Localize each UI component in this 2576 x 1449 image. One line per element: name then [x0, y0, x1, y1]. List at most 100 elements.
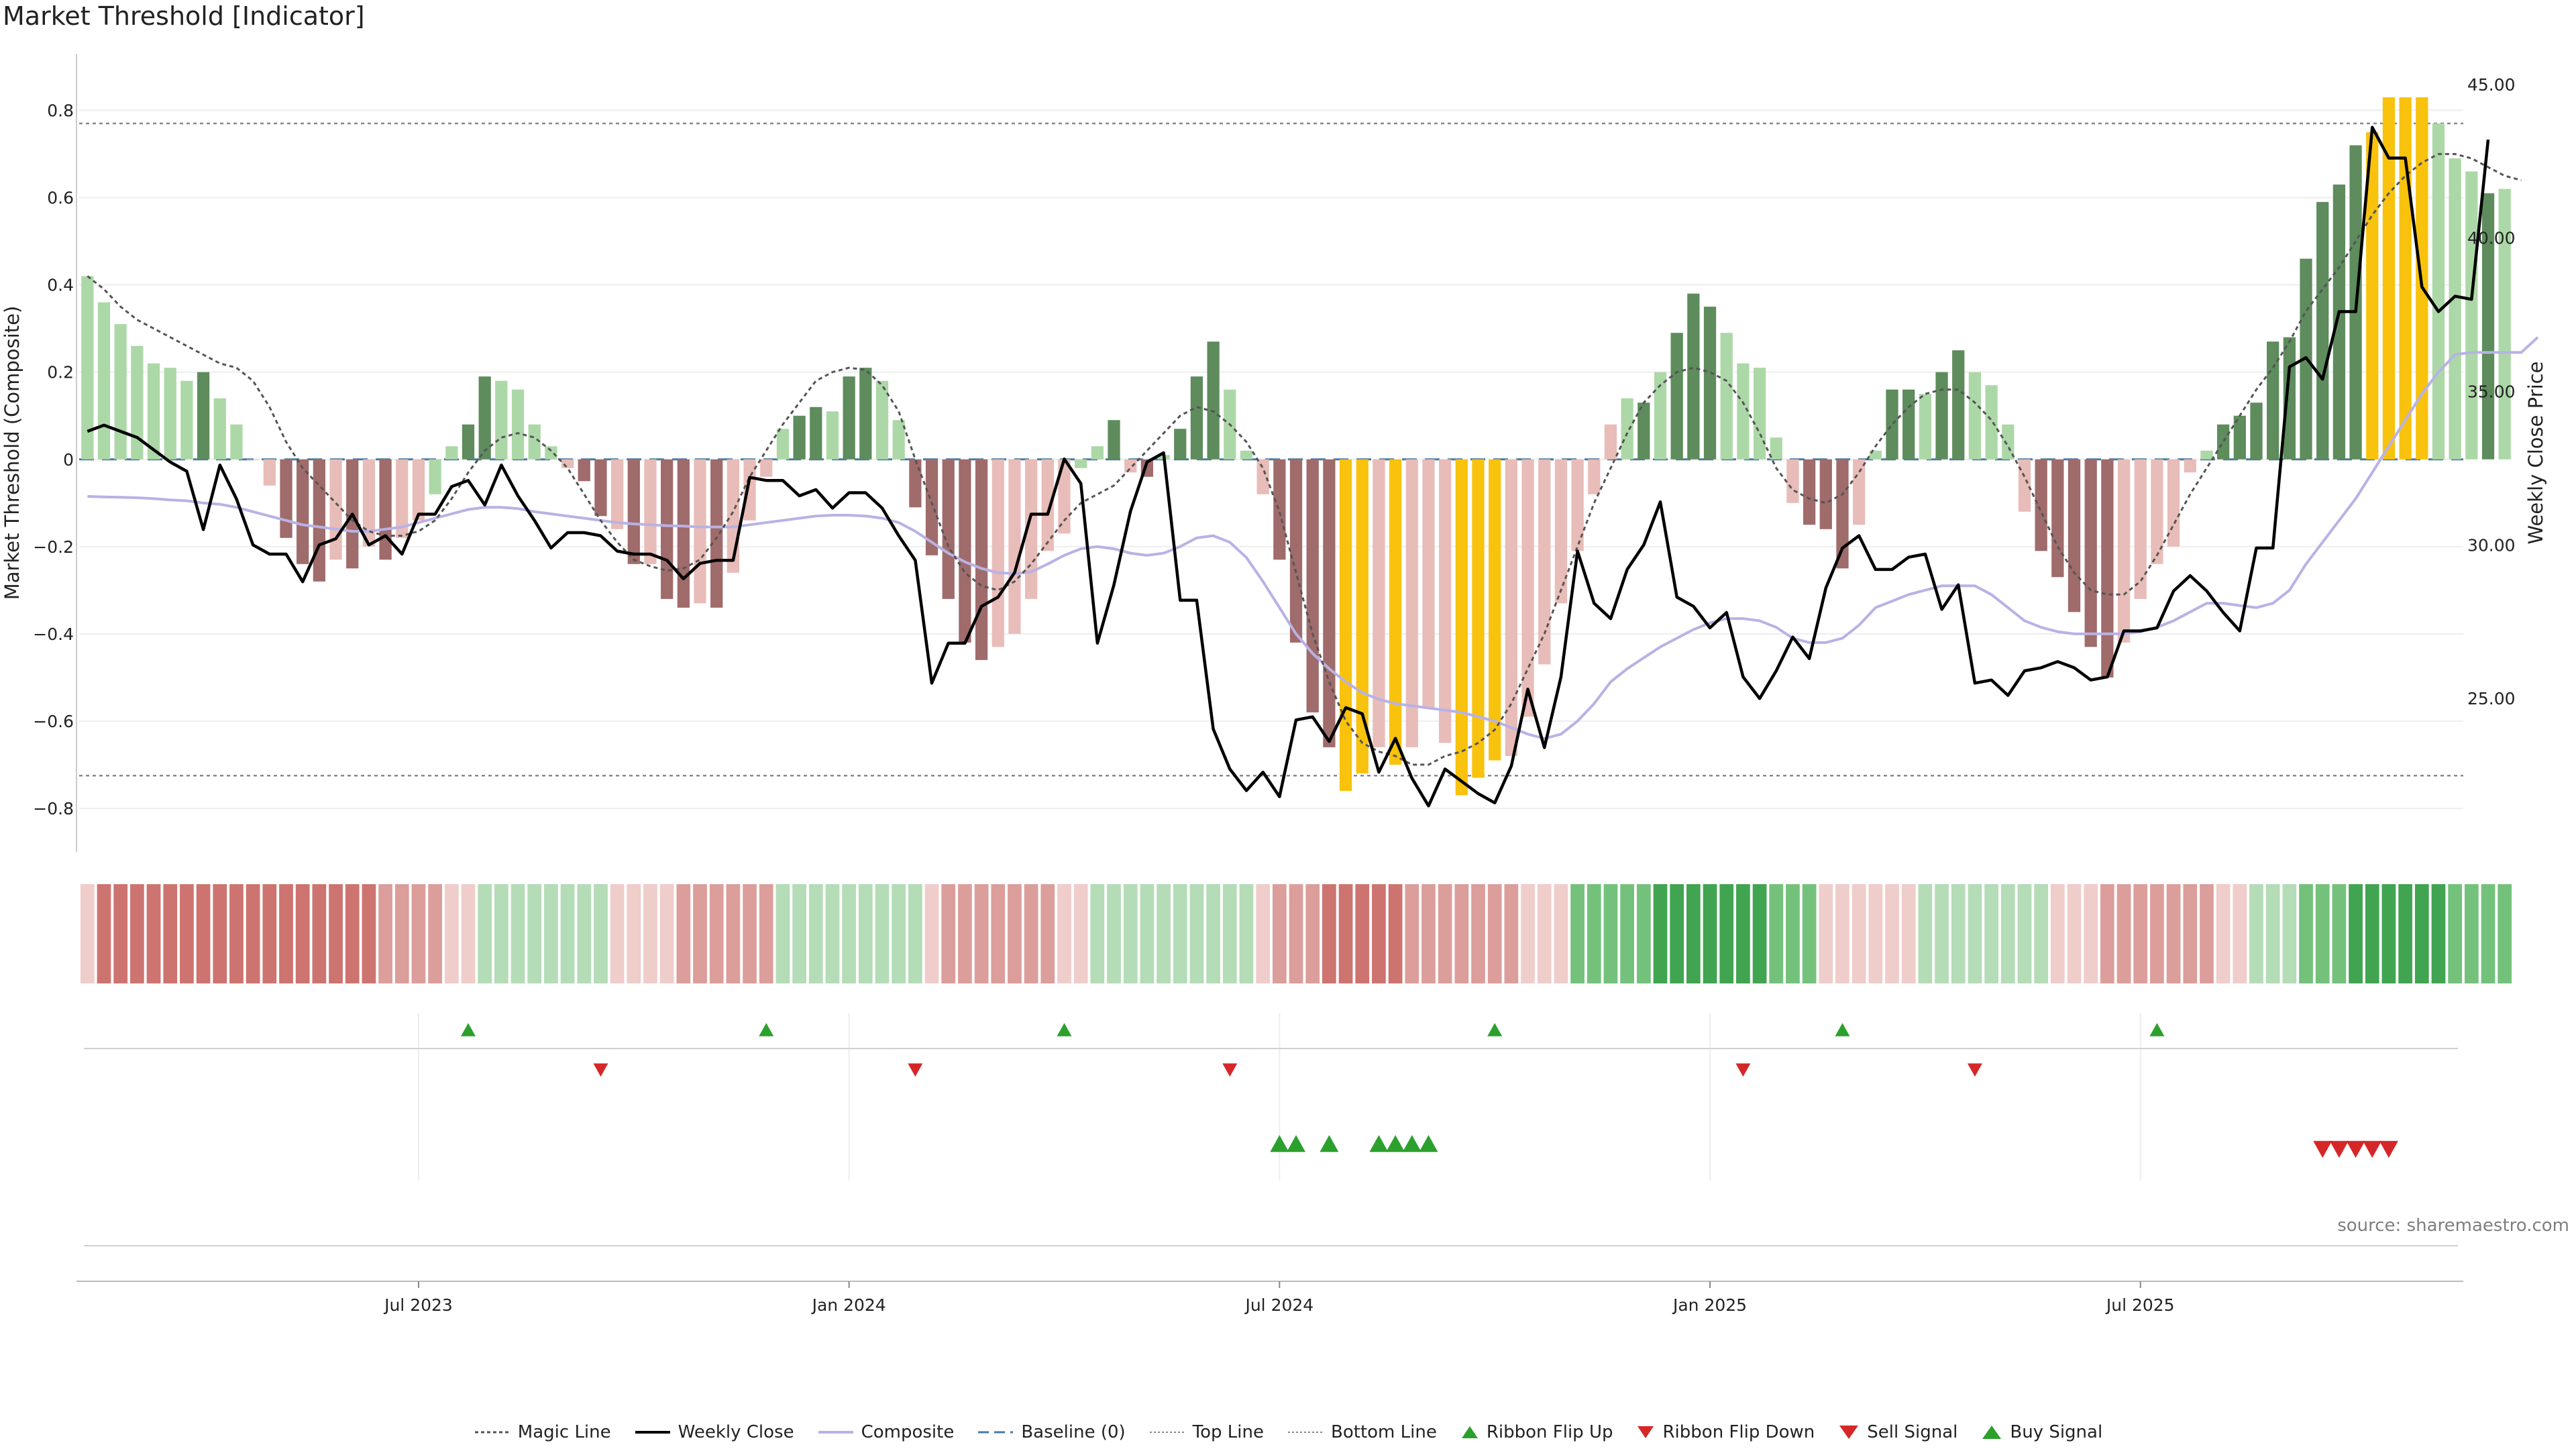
ribbon-cell [345, 884, 360, 983]
composite-bar [2498, 189, 2511, 460]
ribbon-cell [1272, 884, 1287, 983]
ribbon-cell [2464, 884, 2479, 983]
composite-bar [230, 424, 243, 460]
ribbon-cell [1719, 884, 1734, 983]
composite-bar [478, 376, 491, 460]
ribbon-cell [1421, 884, 1436, 983]
legend-magic-swatch [474, 1431, 510, 1434]
ribbon-cell [1405, 884, 1419, 983]
composite-bar [1289, 459, 1303, 643]
ribbon-cell [1554, 884, 1568, 983]
composite-bar [975, 459, 988, 660]
ribbon-cell [759, 884, 773, 983]
ribbon-cell [2100, 884, 2114, 983]
legend-label: Magic Line [517, 1422, 611, 1442]
composite-bar [826, 411, 839, 460]
ribbon-cell [312, 884, 327, 983]
legend-composite-swatch [818, 1431, 853, 1434]
composite-bar [2134, 459, 2147, 599]
ribbon-cell [444, 884, 459, 983]
ribbon-cell [693, 884, 707, 983]
legend-item-flipdown: Ribbon Flip Down [1635, 1422, 1815, 1442]
ribbon-cell [709, 884, 724, 983]
buy-signal-marker [1287, 1135, 1306, 1152]
composite-bar [1373, 459, 1385, 747]
ribbon-cell [1951, 884, 1966, 983]
composite-bar [1174, 429, 1187, 460]
composite-bar [1638, 402, 1650, 460]
composite-bar [2151, 459, 2163, 564]
ribbon-cell [1537, 884, 1552, 983]
composite-bar [1737, 363, 1750, 460]
ribbon-cell [2034, 884, 2049, 983]
composite-bar [495, 380, 508, 460]
ribbon-cell [1024, 884, 1038, 983]
ribbon-cell [494, 884, 508, 983]
ribbon-cell [2133, 884, 2148, 983]
composite-bar [2366, 132, 2379, 460]
ribbon-cell [1620, 884, 1634, 983]
composite-bar [511, 389, 525, 460]
legend-flipdown-swatch [1638, 1426, 1654, 1438]
ribbon-cell [2249, 884, 2263, 983]
x-tick-label: Jul 2024 [1244, 1295, 1313, 1315]
ribbon-cell [594, 884, 608, 983]
ribbon-flip-down-marker [593, 1063, 608, 1077]
ribbon-cell [577, 884, 592, 983]
composite-bar [1703, 307, 1717, 460]
ribbon-cell [1901, 884, 1916, 983]
composite-bar [2481, 193, 2495, 460]
composite-bar [760, 459, 773, 477]
ribbon-cell [262, 884, 277, 983]
ribbon-cell [2084, 884, 2098, 983]
composite-bar [2316, 202, 2329, 460]
composite-bar [2283, 337, 2296, 460]
composite-bar [1207, 341, 1220, 460]
ribbon-cell [1521, 884, 1535, 983]
ribbon-cell [246, 884, 260, 983]
composite-bar [213, 398, 226, 460]
ribbon-cell [428, 884, 442, 983]
ribbon-cell [941, 884, 956, 983]
ribbon-flip-down-marker [908, 1063, 923, 1077]
composite-bar [661, 459, 674, 599]
composite-bar [892, 420, 905, 460]
axes: 0.8 0.6 0.4 0.2 0 −0.2 −0.4 −0.6 −0.8 45.00 40.00 3… [1, 54, 2547, 852]
ribbon-cell [1752, 884, 1767, 983]
ribbon-cell [1736, 884, 1750, 983]
ribbon-cell [2050, 884, 2065, 983]
ribbon-cell [1322, 884, 1336, 983]
legend-label: Bottom Line [1331, 1422, 1437, 1442]
legend-item-flipup: Ribbon Flip Up [1460, 1422, 1613, 1442]
ribbon-cell [378, 884, 392, 983]
composite-bar [843, 376, 855, 460]
y-tick-label: −0.4 [33, 625, 74, 644]
ribbon-cell [2398, 884, 2412, 983]
legend-flipup-swatch [1461, 1426, 1478, 1438]
composite-bar [2084, 459, 2097, 647]
ribbon-cell [279, 884, 293, 983]
legend-label: Composite [861, 1422, 955, 1442]
composite-bar [561, 459, 574, 468]
ribbon-cell [659, 884, 674, 983]
ribbon-cell [163, 884, 178, 983]
ribbon-cell [1885, 884, 1899, 983]
ribbon-cell [808, 884, 823, 983]
ribbon-cell [511, 884, 525, 983]
ribbon-cell [2116, 884, 2131, 983]
legend-label: Baseline (0) [1021, 1422, 1126, 1442]
ribbon-cell [1686, 884, 1701, 983]
ribbon-cell [80, 884, 95, 983]
ribbon-cell [2282, 884, 2297, 983]
composite-bar [1819, 459, 1832, 529]
legend-item-close: Weekly Close [634, 1422, 794, 1442]
composite-bar [627, 459, 640, 564]
ribbon-cell [1107, 884, 1121, 983]
ribbon-cell [2381, 884, 2396, 983]
ribbon-cell [1935, 884, 1949, 983]
y2-axis-title: Weekly Close Price [2524, 362, 2547, 545]
composite-bar [1853, 459, 1866, 525]
ribbon-cell [2481, 884, 2496, 983]
y-tick-label: −0.8 [33, 799, 74, 818]
